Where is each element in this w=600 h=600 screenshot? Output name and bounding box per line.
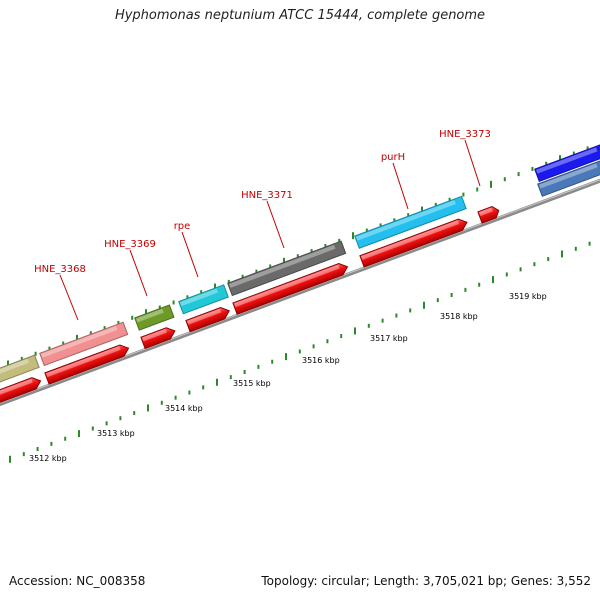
feature-arrow-5-body <box>227 240 347 297</box>
cds-arrow-4-shine <box>187 308 222 325</box>
gene-label: HNE_3373 <box>439 129 491 140</box>
feature-arrow-1-body <box>0 354 40 386</box>
backbone-line <box>0 178 600 407</box>
tick-label: 3519 kbp <box>509 292 547 301</box>
cds-arrow-1-body <box>0 377 42 406</box>
cds-arrow-5-body <box>232 263 349 315</box>
cds-arrow-1-shine <box>0 378 33 399</box>
feature-arrow-5 <box>227 240 347 297</box>
tick-label: 3517 kbp <box>370 334 408 343</box>
feature-arrow-7-shine <box>536 147 598 174</box>
backbone-layer <box>0 178 600 407</box>
gene-label: HNE_3371 <box>241 190 293 201</box>
gene-label-leader <box>464 139 481 187</box>
gene-label: purH <box>381 152 405 163</box>
feature-arrow-3-body <box>134 304 175 331</box>
feature-arrow-3-shine <box>136 308 164 323</box>
tick-label: 3516 kbp <box>302 356 340 365</box>
cds-arrow-1 <box>0 377 42 406</box>
cds-arrow-7-shine <box>479 207 493 217</box>
cds-arrow-2-body <box>44 344 130 385</box>
tick-label: 3514 kbp <box>165 404 203 413</box>
gene-label-leader <box>129 249 148 297</box>
feature-arrow-6-body <box>354 195 467 249</box>
feature-arrow-4-shine <box>180 288 219 307</box>
cds-arrow-7 <box>477 206 500 224</box>
tick-layer: 3512 kbp 3513 kbp 3514 kbp 3515 kbp 3516 kbp… <box>7 146 591 463</box>
cds-arrow-4 <box>185 307 230 333</box>
feature-arrow-2-shine <box>41 325 118 358</box>
cds-arrow-5-shine <box>234 264 340 308</box>
feature-arrow-4-body <box>178 284 229 315</box>
genome-summary-text: Topology: circular; Length: 3,705,021 bp… <box>261 574 591 588</box>
gene-label-leader <box>59 274 79 321</box>
accession-text: Accession: NC_008358 <box>9 574 146 588</box>
tick-label: 3512 kbp <box>29 454 67 463</box>
feature-arrow-8-body <box>537 158 600 197</box>
tick-label: 3513 kbp <box>97 429 135 438</box>
feature-arrow-7 <box>534 143 600 182</box>
gene-label: HNE_3369 <box>104 239 156 250</box>
gene-label: HNE_3368 <box>34 264 86 275</box>
gene-label: rpe <box>174 221 191 232</box>
cds-arrow-3-body <box>140 327 176 350</box>
gene-layer <box>0 143 600 406</box>
cds-arrow-3-shine <box>142 329 167 342</box>
backbone-highlight <box>0 179 600 404</box>
label-layer: HNE_3368 HNE_3369 rpe HNE_3371 purH HNE_3373 <box>34 129 491 321</box>
cds-arrow-5 <box>232 263 349 315</box>
feature-arrow-4 <box>178 284 229 315</box>
map-title: Hyphomonas neptunium ATCC 15444, complet… <box>114 8 486 23</box>
cds-arrow-2 <box>44 344 130 385</box>
feature-arrow-6 <box>354 195 467 249</box>
tick-label: 3518 kbp <box>440 312 478 321</box>
gene-label-leader <box>181 231 199 278</box>
cds-arrow-7-body <box>477 206 500 224</box>
feature-arrow-1 <box>0 354 40 386</box>
feature-arrow-3 <box>134 304 175 331</box>
cds-arrow-6 <box>359 218 468 268</box>
feature-arrow-2 <box>39 321 129 367</box>
gene-label-leader <box>392 162 409 210</box>
cds-arrow-2-shine <box>46 346 121 378</box>
gene-label-leader <box>266 200 285 249</box>
tick-label: 3515 kbp <box>233 379 271 388</box>
cds-arrow-6-body <box>359 218 468 268</box>
cds-arrow-3 <box>140 327 176 350</box>
feature-arrow-7-body <box>534 143 600 182</box>
feature-arrow-2-body <box>39 321 129 367</box>
cds-arrow-4-body <box>185 307 230 333</box>
feature-arrow-1-shine <box>0 358 29 378</box>
feature-arrow-8 <box>537 158 600 197</box>
feature-arrow-6-shine <box>356 200 456 241</box>
feature-arrow-8-shine <box>539 163 598 189</box>
feature-arrow-5-shine <box>229 244 336 288</box>
cds-arrow-6-shine <box>361 220 460 260</box>
